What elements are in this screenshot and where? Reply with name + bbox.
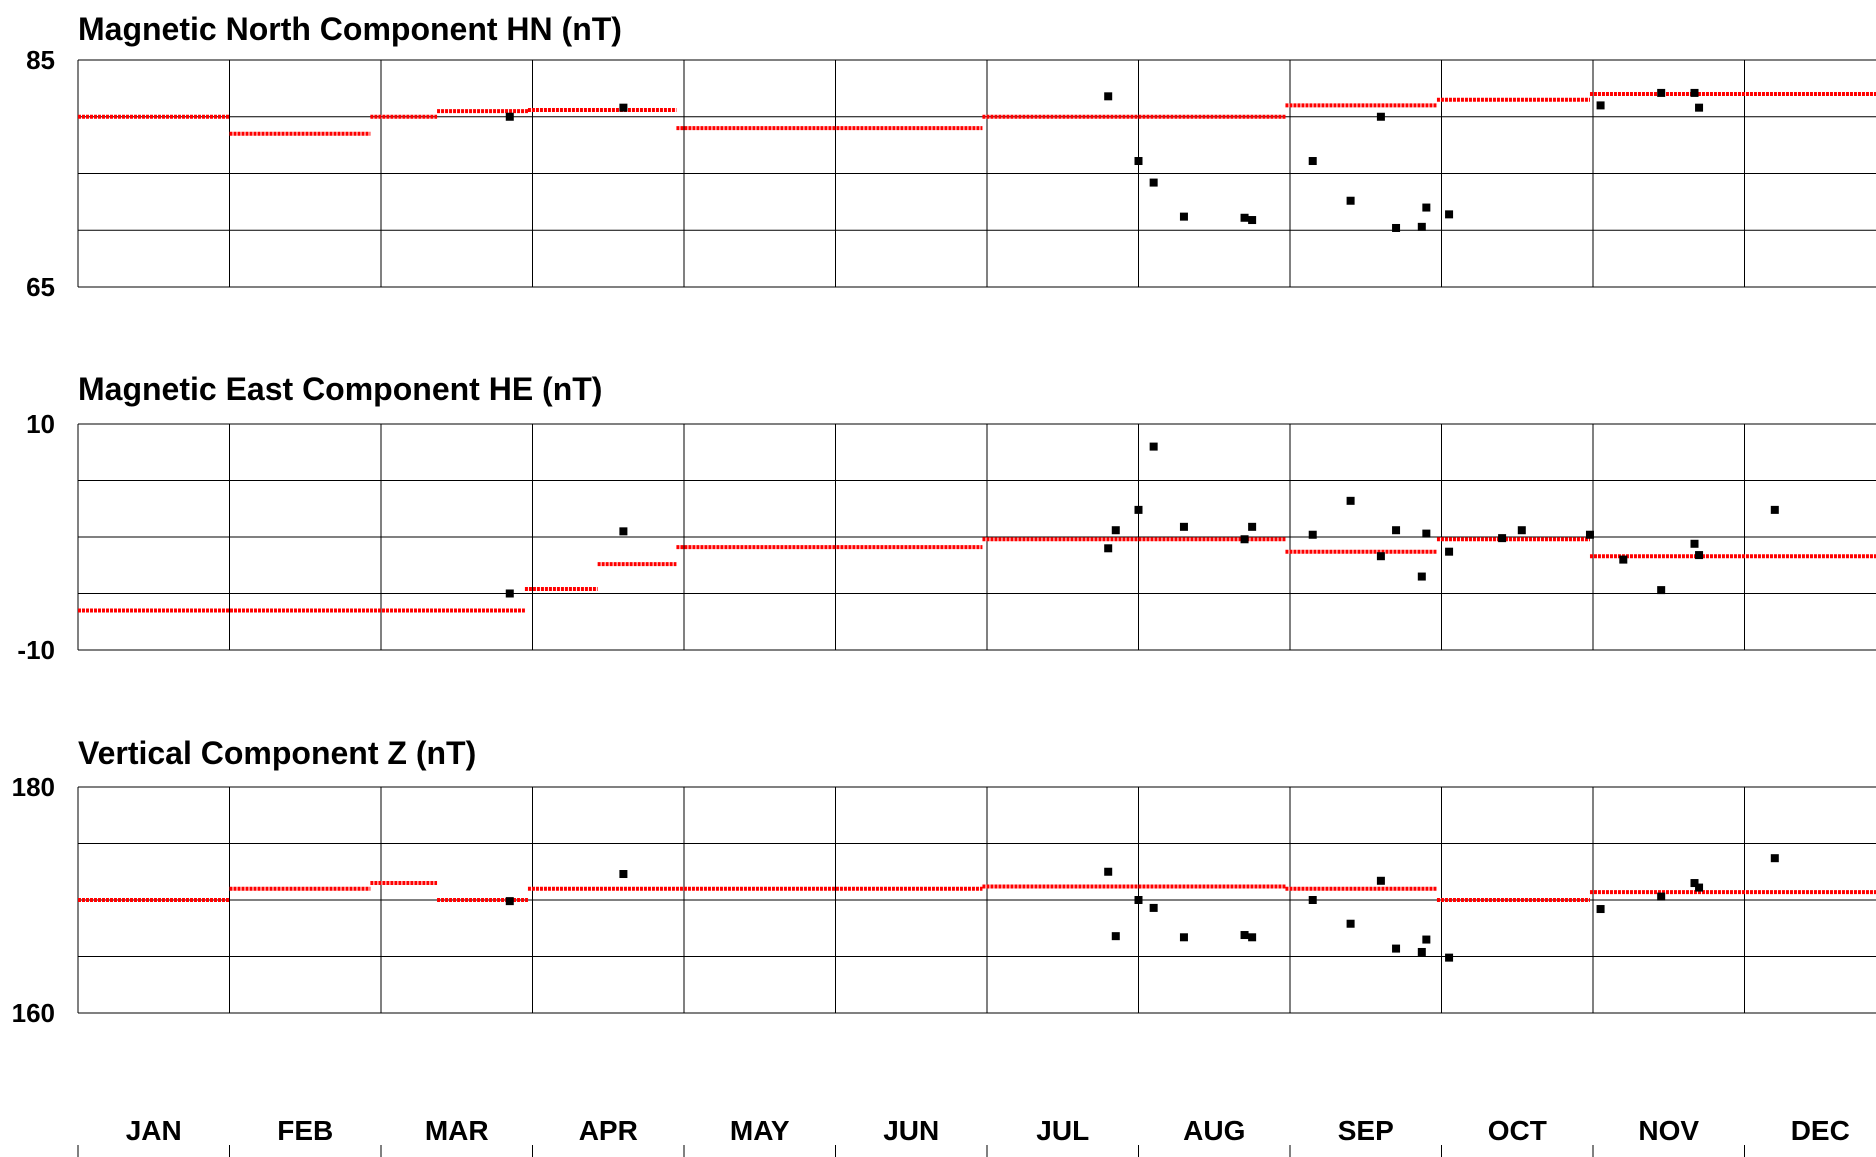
data-point [1248,933,1257,942]
data-point [1690,539,1699,548]
y-tick-label: 160 [12,998,55,1028]
data-point [1445,210,1454,219]
data-point [1248,522,1257,531]
data-point [1134,896,1143,904]
data-point [619,870,628,879]
y-tick-label: 85 [26,45,55,75]
data-point [619,527,628,536]
data-point [1585,530,1594,539]
chart-panel-3: Vertical Component Z (nT) 160 180 [12,735,1876,1028]
chart-panel-1: Magnetic North Component HN (nT) 65 85 [26,11,1876,302]
data-point [1111,526,1120,535]
data-point [1240,213,1249,222]
data-point [1498,534,1507,543]
data-point [1376,112,1385,121]
month-label: OCT [1488,1115,1547,1146]
data-point [1104,544,1113,553]
y-tick-label: 10 [26,409,55,439]
data-point [1695,883,1704,892]
month-label: SEP [1338,1115,1394,1146]
month-label: JAN [126,1115,182,1146]
data-point [1770,505,1779,514]
data-point [1376,876,1385,885]
data-point [1240,931,1249,940]
data-point [1417,222,1426,231]
data-point [1179,522,1188,531]
data-point [1149,442,1158,451]
data-point [1134,157,1143,166]
data-point [1690,88,1699,97]
data-point [1392,526,1401,535]
data-point [1134,505,1143,514]
data-point [1308,157,1317,166]
month-label: JUN [883,1115,939,1146]
data-point [1346,196,1355,205]
month-label: MAY [730,1115,790,1146]
data-point [1690,879,1699,888]
data-point [1417,947,1426,956]
data-point [1422,935,1431,944]
data-point [1104,867,1113,876]
data-point [1695,551,1704,560]
data-point [1346,496,1355,505]
data-point [1417,572,1426,581]
data-point [1179,933,1188,942]
data-point [1422,529,1431,538]
month-label: APR [579,1115,638,1146]
data-point [505,897,514,906]
data-point [1657,88,1666,97]
data-point [1346,919,1355,928]
data-point [1445,547,1454,556]
data-point [505,589,514,598]
panel-title: Magnetic East Component HE (nT) [78,371,602,407]
month-label: MAR [425,1115,489,1146]
data-point [1770,854,1779,863]
y-tick-label: 65 [26,272,55,302]
data-point [1445,953,1454,962]
data-point [505,112,514,121]
y-tick-label: -10 [17,635,55,665]
data-point [1308,530,1317,539]
data-point [1392,223,1401,232]
data-point [1149,178,1158,187]
data-point [1179,212,1188,221]
month-axis: JAN FEB MAR APR MAY JUN JUL AUG SEP OCT NOV DEC [77,1115,1850,1157]
data-point [619,103,628,112]
data-point [1619,555,1628,564]
data-point [1392,944,1401,953]
chart-panel-2: Magnetic East Component HE (nT) -10 10 [17,371,1876,665]
data-point [1517,526,1526,535]
data-point [1596,905,1605,914]
data-point [1596,101,1605,110]
data-point [1657,892,1666,901]
data-point [1657,586,1666,595]
month-label: DEC [1791,1115,1850,1146]
data-point [1240,535,1249,544]
month-label: NOV [1638,1115,1699,1146]
panel-title: Magnetic North Component HN (nT) [78,11,622,47]
data-point [1695,103,1704,112]
month-label: FEB [277,1115,333,1146]
panel-title: Vertical Component Z (nT) [78,735,476,771]
data-point [1104,92,1113,101]
data-point [1422,203,1431,212]
data-point [1376,552,1385,561]
data-point [1149,903,1158,912]
month-label: AUG [1183,1115,1245,1146]
data-point [1308,896,1317,904]
y-tick-label: 180 [12,772,55,802]
data-point [1248,216,1257,225]
data-point [1111,932,1120,941]
month-label: JUL [1036,1115,1089,1146]
